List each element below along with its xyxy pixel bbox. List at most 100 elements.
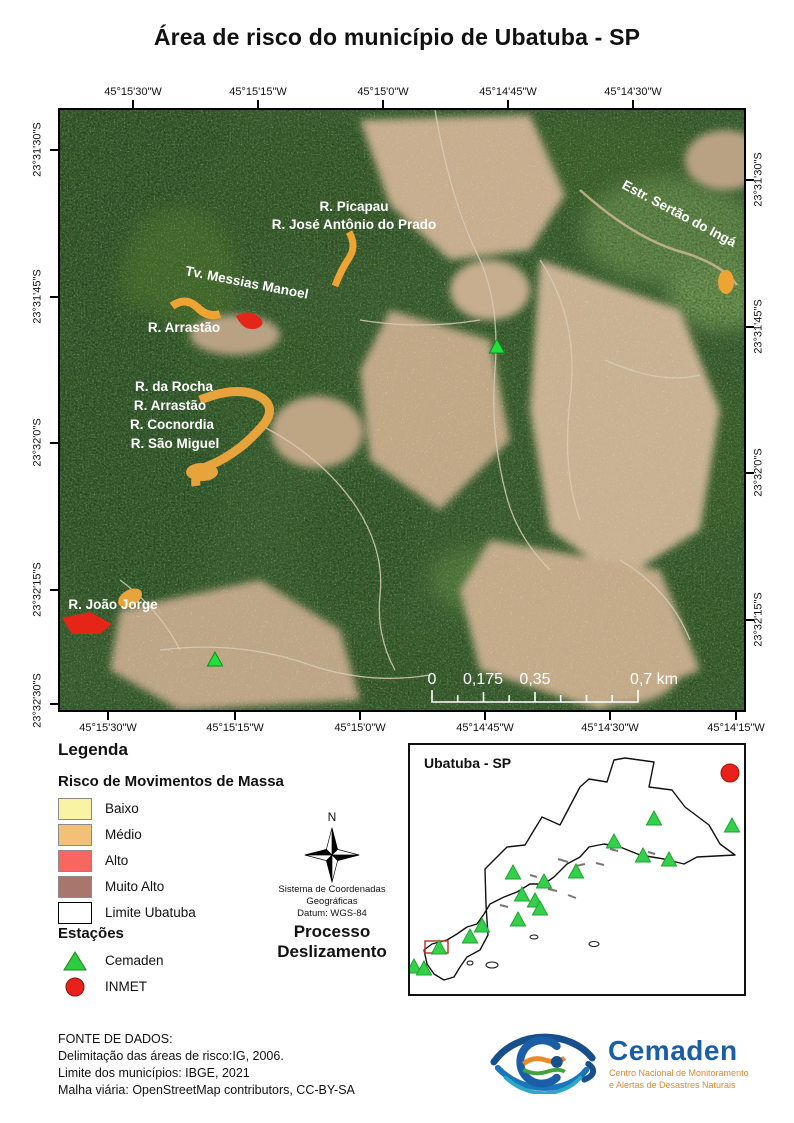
north-label: N: [327, 810, 337, 824]
crs-line-2: Geográficas: [306, 896, 358, 907]
process-line-1: Processo: [293, 922, 371, 941]
cemaden-station-marker: [567, 862, 585, 879]
cemaden-logo-icon: [490, 1033, 597, 1094]
label-arrastao-1: R. Arrastão: [148, 320, 220, 335]
risk-medio-joao: [118, 588, 142, 608]
risk-areas: [62, 230, 734, 634]
ubatuba-boundary: [423, 757, 736, 981]
label-joao-jorge: R. João Jorge: [68, 597, 158, 612]
legend-label: Limite Ubatuba: [105, 905, 196, 920]
legend-swatch-limite: [58, 902, 92, 924]
inset-map[interactable]: Ubatuba - SP: [408, 743, 746, 996]
cemaden-logo-subtitle: e Alertas de Desastres Naturais: [609, 1080, 736, 1090]
cemaden-station-marker: [660, 850, 678, 867]
scale-035: 0,35: [519, 671, 550, 688]
red-circle-icon: [65, 977, 85, 997]
axis-tick: [609, 712, 611, 720]
cemaden-station-marker: [410, 957, 423, 974]
axis-tick: [507, 100, 509, 108]
satellite-map-canvas: R. Picapau R. José Antônio do Prado Tv. …: [60, 110, 744, 710]
axis-label-left: 23°31'30"S: [31, 122, 44, 177]
legend-label: Muito Alto: [105, 879, 165, 894]
legend-swatch-muito-alto: [58, 876, 92, 898]
label-rocha: R. da Rocha: [135, 379, 214, 394]
axis-label-left: 23°32'15"S: [31, 562, 44, 617]
crs-datum: Datum: WGS-84: [297, 908, 367, 919]
legend-label: Cemaden: [105, 953, 164, 968]
source-line: Limite dos municípios: IBGE, 2021: [58, 1066, 250, 1080]
source-line: Malha viária: OpenStreetMap contributors…: [58, 1083, 355, 1097]
cemaden-station-marker: [504, 863, 522, 880]
source-heading: FONTE DE DADOS:: [58, 1032, 173, 1046]
label-picapau: R. Picapau: [319, 199, 388, 214]
axis-tick: [746, 472, 754, 474]
source-line: Delimitação das áreas de risco:IG, 2006.: [58, 1049, 284, 1063]
axis-tick: [632, 100, 634, 108]
axis-label-right: 23°32'0"S: [752, 448, 765, 497]
axis-tick: [50, 442, 58, 444]
label-sao-miguel: R. São Miguel: [131, 436, 220, 451]
axis-label-top: 45°14'30"W: [604, 86, 662, 98]
axis-tick: [382, 100, 384, 108]
axis-label-bottom: 45°14'15"W: [707, 722, 765, 734]
legend-label: Alto: [105, 853, 129, 868]
axis-tick: [107, 712, 109, 720]
axis-tick: [359, 712, 361, 720]
legend-label: INMET: [105, 979, 147, 994]
cemaden-station-marker: [415, 959, 433, 976]
legend-swatch-baixo: [58, 798, 92, 820]
cemaden-station-marker: [605, 832, 623, 849]
axis-label-top: 45°15'30"W: [104, 86, 162, 98]
label-arrastao-2: R. Arrastão: [134, 398, 206, 413]
inset-canvas: [410, 757, 741, 981]
axis-tick: [50, 296, 58, 298]
axis-label-right: 23°31'45"S: [752, 299, 765, 354]
scale-0: 0: [428, 671, 437, 688]
cemaden-station-marker: [461, 927, 479, 944]
inset-islands: [466, 934, 600, 969]
axis-tick: [746, 619, 754, 621]
crs-line-1: Sistema de Coordenadas: [278, 884, 386, 895]
legend-heading: Legenda: [58, 740, 128, 759]
axis-tick: [484, 712, 486, 720]
axis-label-left: 23°31'45"S: [31, 269, 44, 324]
scale-07km: 0,7 km: [630, 671, 678, 688]
risk-medio-inga: [718, 270, 734, 294]
risk-alto-arrastao: [236, 312, 263, 330]
risk-medio-picapau: [331, 230, 357, 288]
cemaden-station-marker: [509, 910, 527, 927]
page-title: Área de risco do município de Ubatuba - …: [153, 24, 641, 50]
axis-label-top: 45°14'45"W: [479, 86, 537, 98]
scale-0175: 0,175: [463, 671, 503, 688]
axis-label-right: 23°32'15"S: [752, 592, 765, 647]
process-line-2: Deslizamento: [277, 942, 387, 961]
axis-label-left: 23°32'0"S: [31, 418, 44, 467]
risk-alto-joao-jorge: [62, 612, 112, 634]
axis-tick: [746, 326, 754, 328]
cemaden-station-marker: [634, 846, 652, 863]
green-triangle-icon: [63, 951, 87, 971]
cemaden-station-marker: [531, 899, 549, 916]
axis-label-bottom: 45°14'45"W: [456, 722, 514, 734]
legend-stations-heading: Estações: [58, 925, 124, 942]
cemaden-station-marker: [430, 938, 448, 955]
axis-label-left: 23°32'30"S: [31, 673, 44, 728]
cemaden-logo-subtitle: Centro Nacional de Monitoramento: [609, 1068, 749, 1078]
inmet-station-marker: [720, 763, 740, 783]
axis-label-right: 23°31'30"S: [752, 152, 765, 207]
road-network: [119, 110, 739, 679]
axis-label-top: 45°15'15"W: [229, 86, 287, 98]
main-map[interactable]: R. Picapau R. José Antônio do Prado Tv. …: [58, 108, 746, 712]
scale-bar: 0 0,175 0,35 0,7 km: [428, 671, 678, 703]
axis-tick: [234, 712, 236, 720]
cemaden-logo-name: Cemaden: [608, 1035, 738, 1066]
axis-tick: [50, 589, 58, 591]
label-jose-antonio: R. José Antônio do Prado: [272, 217, 437, 232]
cemaden-station-marker: [535, 872, 553, 889]
axis-tick: [735, 712, 737, 720]
risk-medio-rocha-blob: [186, 463, 218, 481]
cemaden-station-marker: [513, 885, 531, 902]
cemaden-station-marker: [645, 809, 663, 826]
cemaden-station-marker: [723, 816, 741, 833]
legend-risk-heading: Risco de Movimentos de Massa: [58, 773, 284, 790]
